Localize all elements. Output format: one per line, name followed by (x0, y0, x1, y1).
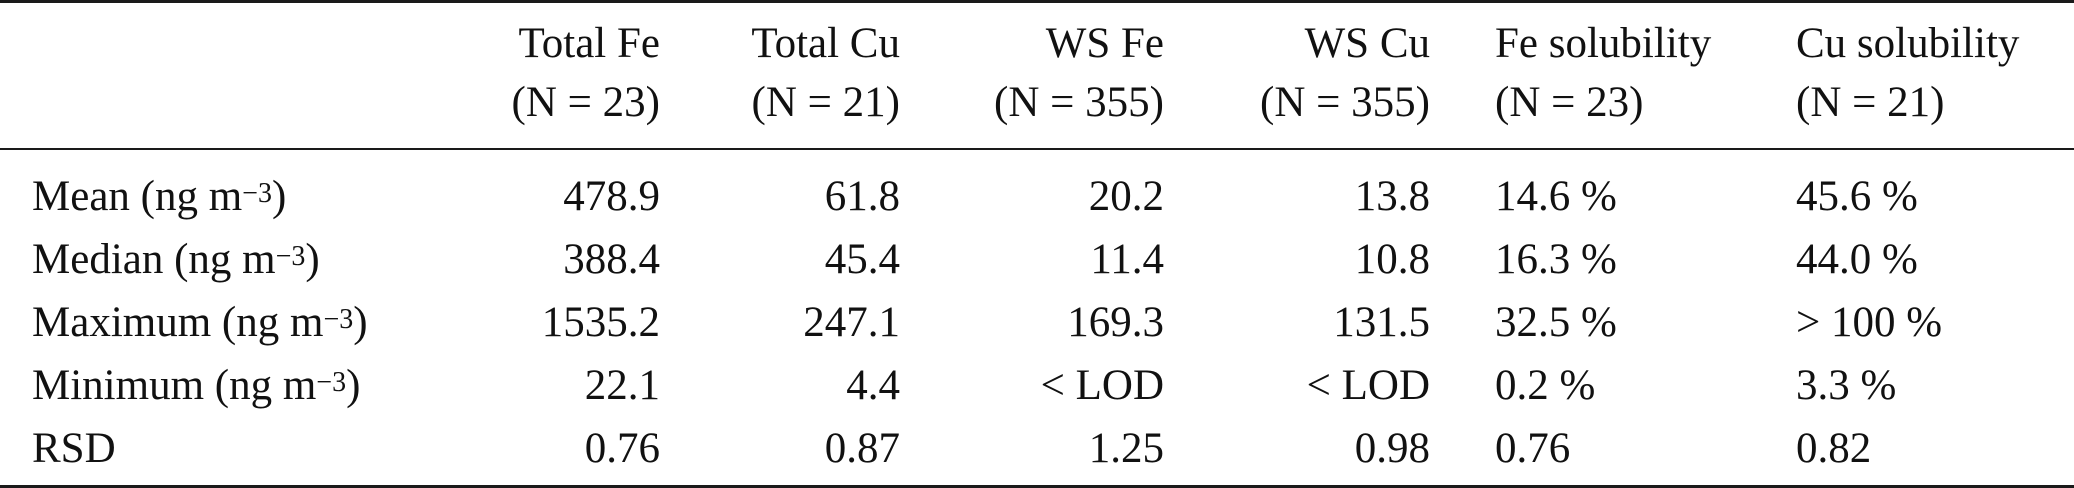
header-ws-fe: WS Fe (N = 355) (994, 20, 1164, 127)
header-label: WS Fe (1045, 20, 1164, 67)
table-cell: 388.4 (563, 236, 660, 283)
header-label: Fe solubility (1495, 20, 1712, 67)
top-rule (0, 0, 2074, 3)
row-label: RSD (32, 425, 116, 473)
header-n: (N = 355) (1260, 79, 1430, 126)
table-cell: < LOD (1040, 362, 1164, 409)
table-cell: 45.4 (824, 236, 900, 283)
header-cu-solubility: Cu solubility (N = 21) (1796, 20, 2019, 127)
row-label-end: ) (271, 173, 287, 220)
header-n: (N = 23) (511, 79, 660, 126)
header-n: (N = 21) (751, 79, 900, 126)
header-label: Cu solubility (1796, 20, 2020, 67)
row-label-text: Maximum (ng m (32, 299, 324, 346)
table-cell: 247.1 (803, 299, 900, 346)
table-cell: 169.3 (1067, 299, 1164, 346)
row-label: Median (ng m−3) (32, 236, 320, 289)
table-cell: 32.5 % (1495, 299, 1617, 346)
table-cell: 3.3 % (1796, 362, 1897, 409)
unit-exponent: −3 (316, 367, 347, 398)
table-cell: 0.98 (1354, 425, 1430, 472)
row-label: Mean (ng m−3) (32, 173, 286, 226)
row-label-text: RSD (32, 425, 116, 472)
header-total-fe: Total Fe (N = 23) (512, 20, 660, 127)
unit-exponent: −3 (242, 178, 272, 209)
header-rule (0, 148, 2074, 150)
table-cell: 131.5 (1333, 299, 1430, 346)
table-cell: 1535.2 (541, 299, 660, 346)
table-cell: 44.0 % (1796, 236, 1918, 283)
table-cell: 0.76 (1495, 425, 1571, 472)
header-total-cu: Total Cu (N = 21) (751, 20, 900, 127)
header-ws-cu: WS Cu (N = 355) (1260, 20, 1430, 127)
unit-exponent: −3 (275, 241, 306, 272)
header-n: (N = 355) (994, 79, 1164, 126)
table-cell: 478.9 (563, 173, 660, 220)
table-cell: > 100 % (1796, 299, 1943, 346)
row-label-end: ) (346, 362, 361, 409)
table-cell: 16.3 % (1495, 236, 1617, 283)
header-n: (N = 23) (1495, 79, 1644, 126)
header-label: Total Cu (751, 20, 900, 67)
unit-exponent: −3 (323, 304, 354, 335)
row-label-end: ) (305, 236, 320, 283)
table-cell: < LOD (1306, 362, 1430, 409)
table-cell: 13.8 (1354, 173, 1430, 220)
row-label-text: Minimum (ng m (32, 362, 317, 409)
header-label: WS Cu (1304, 20, 1430, 67)
table-cell: 4.4 (846, 362, 900, 409)
bottom-rule (0, 485, 2074, 488)
table-cell: 10.8 (1354, 236, 1430, 283)
table-cell: 20.2 (1088, 173, 1164, 220)
table-cell: 0.2 % (1495, 362, 1596, 409)
header-fe-solubility: Fe solubility (N = 23) (1495, 20, 1711, 127)
row-label-end: ) (353, 299, 368, 346)
table-cell: 11.4 (1090, 236, 1164, 283)
header-n: (N = 21) (1796, 79, 1945, 126)
table-cell: 22.1 (584, 362, 660, 409)
row-label: Minimum (ng m−3) (32, 362, 360, 415)
table-cell: 0.76 (584, 425, 660, 472)
row-label-text: Median (ng m (32, 236, 276, 283)
table-cell: 0.87 (824, 425, 900, 472)
table-cell: 45.6 % (1796, 173, 1918, 220)
table-cell: 61.8 (824, 173, 900, 220)
row-label-text: Mean (ng m (32, 173, 243, 220)
row-label: Maximum (ng m−3) (32, 299, 368, 352)
table-cell: 14.6 % (1495, 173, 1617, 220)
table-cell: 1.25 (1088, 425, 1164, 472)
header-label: Total Fe (518, 20, 661, 67)
table-cell: 0.82 (1796, 425, 1872, 472)
